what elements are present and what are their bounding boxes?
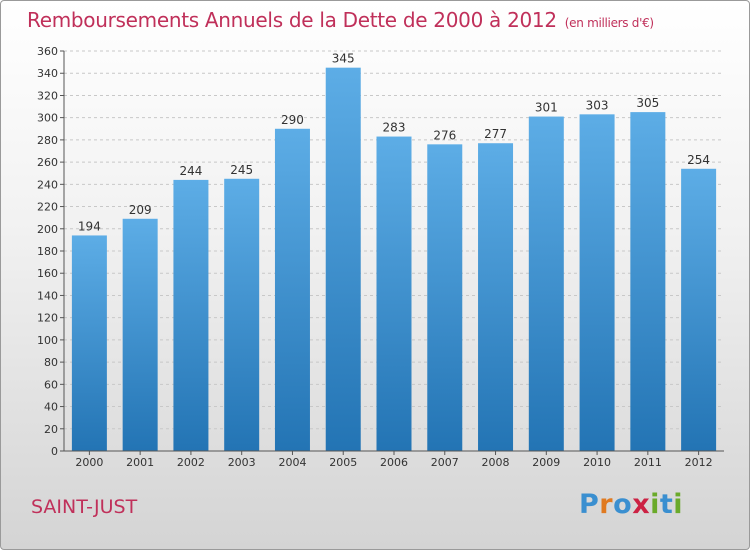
bar	[630, 112, 666, 451]
bar	[71, 235, 107, 451]
bar	[528, 116, 564, 452]
x-axis: 2000 2001 2002 2003 2004 2005 2006 2007 2008 2009…	[64, 450, 724, 469]
y-axis: 0 20 40 60 80 100 120 140 160 180 200 220 240 260 280 3…	[37, 45, 65, 458]
bar	[478, 143, 514, 451]
bar	[681, 168, 717, 451]
y-tick-label: 180	[37, 245, 58, 258]
logo-letter: r	[599, 489, 614, 520]
bar	[173, 179, 209, 451]
y-tick-label: 40	[44, 401, 58, 414]
x-tick-label: 2011	[634, 456, 662, 469]
y-tick-label: 60	[44, 378, 58, 391]
x-tick-label: 2004	[278, 456, 306, 469]
bar-value-label: 290	[281, 113, 304, 127]
bar	[579, 114, 615, 451]
bar-value-label: 244	[179, 164, 202, 178]
bar	[224, 178, 260, 451]
y-tick-label: 360	[37, 45, 58, 58]
title-text: Remboursements Annuels de la Dette de 20…	[27, 8, 557, 32]
x-tick-label: 2003	[228, 456, 256, 469]
x-tick-label: 2002	[177, 456, 205, 469]
y-tick-label: 240	[37, 178, 58, 191]
bar-value-label: 245	[230, 163, 253, 177]
x-tick-label: 2012	[685, 456, 713, 469]
bar	[427, 144, 463, 452]
x-tick-label: 2001	[126, 456, 154, 469]
bar-value-label: 194	[78, 219, 101, 233]
bar-value-label: 283	[383, 121, 406, 135]
bar-value-label: 276	[433, 128, 456, 142]
x-tick-label: 2005	[329, 456, 357, 469]
bar-value-label: 301	[535, 101, 558, 115]
y-tick-label: 280	[37, 134, 58, 147]
title-unit: (en milliers d'€)	[564, 16, 654, 30]
y-tick-label: 100	[37, 334, 58, 347]
y-tick-label: 340	[37, 67, 58, 80]
y-tick-label: 220	[37, 201, 58, 214]
y-tick-label: 320	[37, 89, 58, 102]
y-tick-label: 300	[37, 112, 58, 125]
bar-value-label: 254	[687, 153, 710, 167]
bar-value-label: 209	[129, 203, 152, 217]
bar	[376, 136, 412, 452]
x-tick-label: 2010	[583, 456, 611, 469]
logo-letter: P	[579, 489, 600, 520]
bar	[325, 67, 361, 452]
bar	[122, 218, 158, 451]
y-tick-label: 120	[37, 312, 58, 325]
x-tick-label: 2009	[532, 456, 560, 469]
bar	[274, 128, 310, 451]
y-tick-label: 80	[44, 356, 58, 369]
bar-value-label: 345	[332, 52, 355, 66]
y-tick-label: 200	[37, 223, 58, 236]
logo-letter: x	[632, 489, 651, 520]
x-tick-label: 2007	[431, 456, 459, 469]
y-tick-label: 160	[37, 267, 58, 280]
logo-letter: t	[659, 489, 674, 520]
y-tick-label: 20	[44, 423, 58, 436]
logo-letter: o	[613, 489, 633, 520]
x-tick-label: 2000	[75, 456, 103, 469]
bars: 194 209 244 245 290 345 283 276 277 301 303 305 254	[71, 52, 717, 452]
y-tick-label: 0	[51, 445, 58, 458]
bar-value-label: 277	[484, 127, 507, 141]
bar-value-label: 305	[636, 96, 659, 110]
proxiti-logo: Proxiti	[579, 489, 683, 520]
chart-title: Remboursements Annuels de la Dette de 20…	[27, 8, 654, 32]
bar-value-label: 303	[586, 98, 609, 112]
y-tick-label: 140	[37, 289, 58, 302]
logo-letter: i	[673, 489, 684, 520]
x-tick-label: 2008	[482, 456, 510, 469]
logo-letter: i	[650, 489, 660, 520]
x-tick-label: 2006	[380, 456, 408, 469]
commune-name: SAINT-JUST	[31, 496, 138, 518]
y-tick-label: 260	[37, 156, 58, 169]
